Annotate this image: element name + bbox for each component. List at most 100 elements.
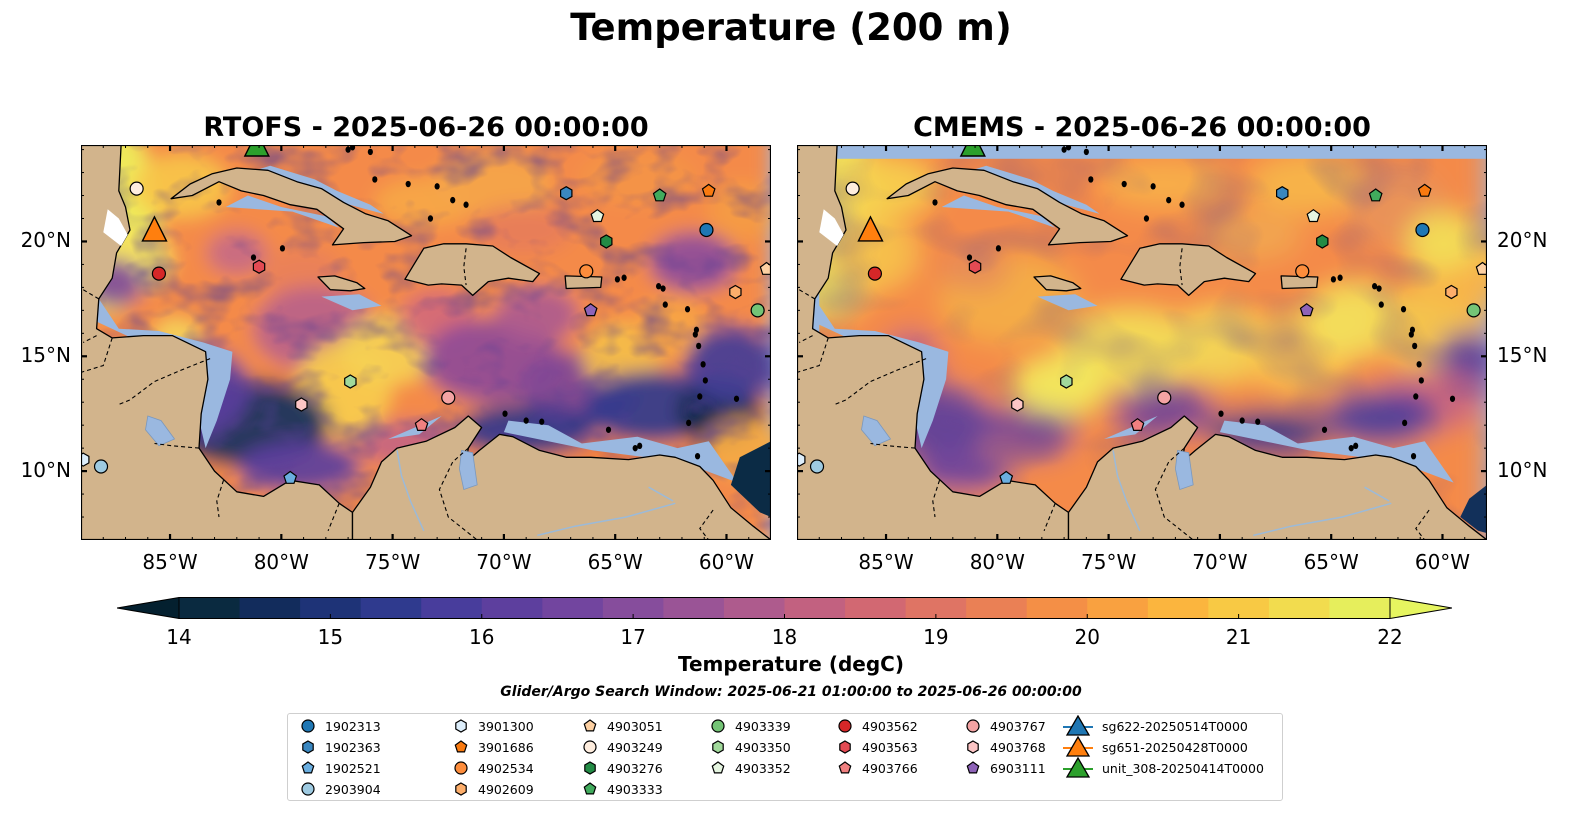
legend-symbol	[966, 719, 980, 733]
main-title: Temperature (200 m)	[570, 6, 1012, 49]
colorbar-tick-label: 21	[1225, 625, 1252, 649]
colorbar-segment	[1208, 597, 1270, 619]
profiler-markers	[81, 181, 771, 484]
legend-marker-hexagon	[455, 782, 467, 796]
legend-symbol	[454, 740, 468, 753]
profiler-4903352	[1306, 208, 1321, 223]
colorbar-segment	[1147, 597, 1209, 619]
map-frame	[797, 145, 1487, 540]
profiler-4903249	[845, 181, 860, 196]
profiler-1902363	[560, 186, 573, 201]
legend-symbol	[838, 761, 852, 774]
colorbar-segment	[905, 597, 967, 619]
legend-marker-circle	[583, 740, 597, 754]
colorbar-segment	[663, 597, 725, 619]
profiler-4903051	[759, 261, 771, 275]
colorbar-tick-label: 14	[166, 625, 192, 649]
legend-marker-pentagon	[583, 719, 597, 732]
legend-symbol	[839, 740, 851, 754]
legend-item-4903249: 4903249	[582, 737, 663, 757]
legend-item-1902363: 1902363	[300, 737, 381, 757]
y-tick-label: 10°N	[20, 458, 71, 483]
x-tick-label: 60°W	[1414, 550, 1471, 574]
x-tick-label: 60°W	[698, 550, 755, 574]
profiler-2903904	[93, 459, 109, 474]
landmasses	[797, 145, 1487, 540]
legend-symbol	[1063, 736, 1093, 757]
legend-symbol	[711, 761, 725, 774]
legend-item-4903766: 4903766	[837, 758, 918, 778]
country-borders	[81, 248, 714, 540]
legend-label: 1902521	[325, 760, 381, 776]
profiler-4903562	[867, 266, 883, 281]
profiler-4903333	[652, 188, 667, 202]
legend-symbol	[838, 719, 852, 733]
glider-sg651-20250428T0000	[857, 215, 884, 242]
x-tick-label: 75°W	[1080, 550, 1137, 574]
profiler-3901300	[81, 452, 90, 467]
legend-symbol	[1063, 757, 1093, 778]
legend-symbol	[455, 782, 467, 796]
rtofs-map	[81, 145, 771, 540]
legend-item-1902313: 1902313	[300, 716, 381, 736]
profiler-4903051	[1475, 261, 1487, 275]
profiler-4903767	[441, 390, 456, 405]
land-hispaniola	[1120, 243, 1257, 297]
no-data-strip	[797, 145, 1487, 159]
profiler-1902521	[283, 470, 298, 484]
profiler-4903350	[344, 374, 357, 389]
profiler-6903111	[583, 303, 598, 317]
legend-symbol	[967, 740, 979, 754]
profiler-1902521	[999, 470, 1014, 484]
country-borders	[797, 248, 1430, 540]
legend-item-6903111: 6903111	[965, 758, 1046, 778]
legend-marker-circle	[966, 719, 980, 733]
y-tick-label: 15°N	[20, 343, 71, 368]
legend-symbol	[302, 740, 314, 754]
land-cuba	[886, 167, 1129, 246]
colorbar-tick-label: 15	[317, 625, 344, 649]
colorbar-segment	[602, 597, 664, 619]
rivers	[1112, 450, 1392, 537]
x-tick-label: 80°W	[253, 550, 309, 574]
colorbar-segment	[239, 597, 301, 619]
legend-item-4902534: 4902534	[453, 758, 534, 778]
legend-marker-triangle	[1065, 715, 1091, 736]
glider-unit_308-20250414T0000	[243, 145, 270, 157]
legend-item-4903333: 4903333	[582, 779, 663, 799]
legend-label: unit_308-20250414T0000	[1102, 760, 1264, 776]
y-tick-label: 20°N	[20, 228, 71, 253]
masked-region	[819, 209, 844, 246]
legend-item-unit_308-20250414T0000: unit_308-20250414T0000	[1063, 757, 1264, 778]
legend-marker-triangle	[1065, 757, 1091, 778]
colorbar-tick-label: 16	[469, 625, 495, 649]
colorbar-tick-label: 22	[1377, 625, 1403, 649]
land-south-america	[1067, 415, 1487, 540]
legend-item-4903276: 4903276	[582, 758, 663, 778]
legend-label: 1902363	[325, 739, 381, 755]
legend-marker-triangle	[1065, 736, 1091, 757]
cmems-map	[797, 145, 1487, 540]
colorbar-segment	[1268, 597, 1331, 619]
profiler-4903767	[1157, 390, 1172, 405]
profiler-4903339	[1466, 303, 1481, 318]
axis-ticks	[81, 145, 771, 540]
legend-label: 4903276	[607, 760, 663, 776]
profiler-2903904	[809, 459, 825, 474]
legend-item-sg651-20250428T0000: sg651-20250428T0000	[1063, 736, 1248, 757]
legend-symbol	[583, 719, 597, 732]
land-cuba	[170, 167, 413, 246]
land-jamaica	[317, 275, 366, 292]
legend-symbol	[966, 761, 980, 774]
lake	[145, 415, 176, 447]
legend-item-4903767: 4903767	[965, 716, 1046, 736]
legend-item-4903051: 4903051	[582, 716, 663, 736]
profiler-1902313	[1415, 222, 1430, 238]
colorbar-segment	[481, 597, 543, 619]
legend-marker-circle	[301, 782, 315, 796]
lake	[861, 415, 892, 447]
x-tick-label: 85°W	[858, 550, 914, 574]
land-jamaica	[1033, 275, 1082, 292]
legend-label: sg651-20250428T0000	[1102, 739, 1248, 755]
y-tick-label: 10°N	[1497, 458, 1548, 483]
